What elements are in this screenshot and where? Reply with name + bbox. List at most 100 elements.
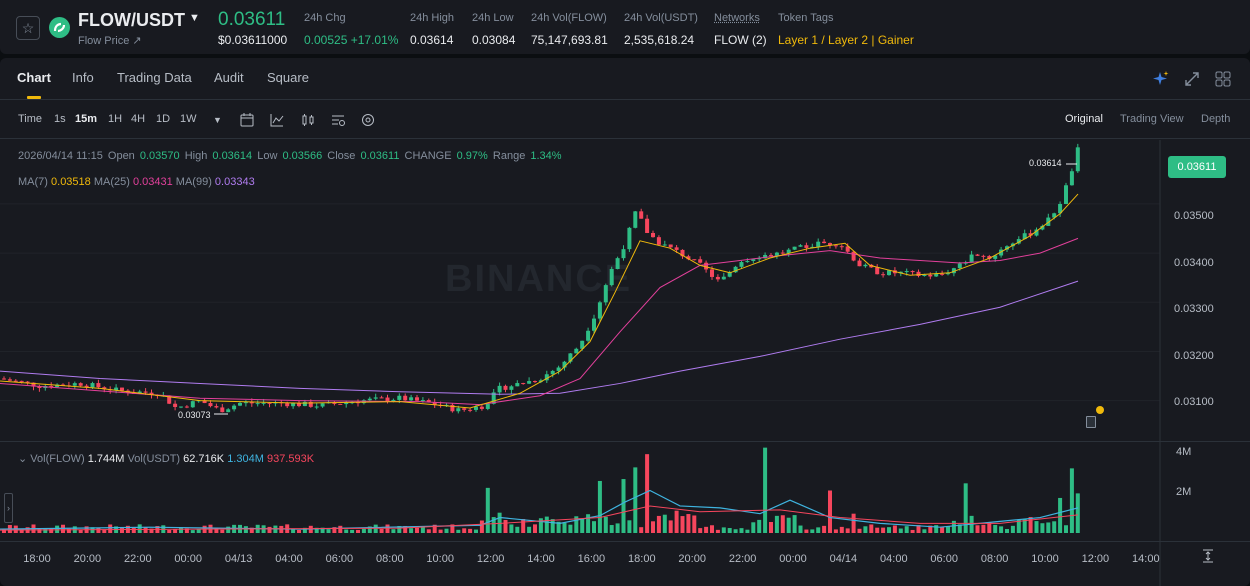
volume-bar [586, 514, 591, 533]
divider [0, 99, 1250, 100]
candle-body [243, 402, 248, 404]
candle-body [114, 387, 119, 391]
pair-name[interactable]: FLOW/USDT [78, 10, 185, 30]
candle-body [373, 397, 378, 399]
settings-gear-icon[interactable] [360, 112, 376, 128]
tab-trading-data[interactable]: Trading Data [117, 70, 192, 85]
price-chart[interactable] [0, 58, 1250, 586]
candle-body [78, 383, 83, 386]
candle-body [1069, 171, 1074, 186]
ai-sparkle-icon[interactable] [1152, 70, 1170, 88]
view-depth[interactable]: Depth [1201, 113, 1231, 125]
volume-bar [780, 515, 785, 533]
note-icon[interactable] [1086, 416, 1096, 428]
view-trading-view[interactable]: Trading View [1120, 113, 1184, 125]
candle-body [462, 408, 467, 410]
stat-token-tags-value[interactable]: Layer 1 / Layer 2 | Gainer [778, 33, 914, 47]
axis-reset-icon[interactable] [1200, 548, 1216, 564]
candle-body [527, 381, 532, 384]
candle-body [468, 409, 473, 411]
x-tick: 12:00 [476, 553, 505, 565]
tf-1s[interactable]: 1s [54, 113, 66, 125]
candle-body [1005, 246, 1009, 250]
candle-body [780, 252, 785, 254]
tf-more-caret-icon[interactable]: ▼ [213, 115, 222, 125]
candle-body [609, 269, 614, 286]
volume-bar [993, 524, 998, 533]
volume-bar [839, 526, 844, 533]
volume-bar [892, 525, 897, 533]
volume-bar [810, 529, 815, 533]
candle-body [25, 381, 30, 383]
candle-body [969, 254, 974, 263]
candle-body [822, 241, 827, 244]
volume-bar [869, 524, 874, 533]
candle-body [851, 251, 856, 261]
candle-body [7, 379, 12, 381]
tf-4h[interactable]: 4H [131, 113, 146, 125]
volume-bar [214, 528, 219, 533]
tf-time[interactable]: Time [18, 113, 43, 125]
volume-bar [190, 530, 195, 533]
tf-1h[interactable]: 1H [108, 113, 123, 125]
divider [0, 441, 1250, 442]
candle-body [710, 269, 714, 277]
candle-body [90, 383, 95, 388]
candle-body [698, 259, 703, 263]
caret-down-icon[interactable]: ▼ [189, 12, 200, 24]
stat-networks-label[interactable]: Networks [714, 12, 760, 24]
tab-chart[interactable]: Chart [17, 70, 51, 85]
volume-bar [1052, 521, 1057, 533]
volume-bar [1058, 497, 1063, 533]
candle-body [426, 400, 431, 403]
volume-bar [550, 519, 555, 533]
volume-bar [763, 447, 768, 533]
volume-bar [934, 525, 939, 533]
tf-1d[interactable]: 1D [156, 113, 171, 125]
volume-bar [509, 524, 514, 533]
volume-bar [474, 529, 478, 533]
tf-15m[interactable]: 15m [75, 113, 98, 125]
layout-grid-icon[interactable] [1214, 70, 1232, 88]
volume-bar [432, 524, 437, 533]
candle-body [503, 385, 508, 390]
volume-bar [361, 528, 366, 533]
volume-bar [904, 526, 909, 533]
flow-price-link[interactable]: Flow Price ↗ [78, 35, 142, 47]
candle-body [208, 403, 213, 407]
candle-body [1075, 147, 1080, 172]
notification-dot[interactable] [1096, 406, 1104, 414]
star-icon[interactable]: ☆ [16, 16, 40, 40]
indicator-chart-icon[interactable] [269, 112, 285, 128]
candle-body [432, 402, 437, 405]
tab-square[interactable]: Square [267, 70, 309, 85]
stat-networks-value[interactable]: FLOW (2) [714, 33, 767, 47]
y-tick: 0.03300 [1174, 303, 1214, 315]
candle-body [975, 254, 980, 256]
x-tick: 14:00 [527, 553, 555, 565]
volume-bar [715, 529, 720, 533]
chart-settings-icon[interactable] [330, 112, 346, 128]
candle-body [338, 403, 343, 405]
fullscreen-icon[interactable] [1183, 70, 1201, 88]
volume-bar [757, 519, 762, 533]
candle-body [420, 400, 425, 402]
x-tick: 08:00 [980, 553, 1009, 565]
expand-handle-icon[interactable]: › [4, 493, 13, 523]
candle-body [249, 402, 254, 404]
volume-bar [521, 518, 526, 533]
calendar-icon[interactable] [239, 112, 255, 128]
candle-body [302, 401, 307, 407]
x-tick: 14:00 [1132, 553, 1160, 565]
candle-type-icon[interactable] [300, 112, 316, 128]
tab-audit[interactable]: Audit [214, 70, 244, 85]
tf-1w[interactable]: 1W [180, 113, 197, 125]
view-original[interactable]: Original [1065, 113, 1103, 125]
volume-bar [108, 524, 113, 533]
candle-body [692, 259, 697, 261]
vol-tick: 2M [1176, 486, 1192, 498]
last-price: 0.03611 [218, 9, 286, 30]
tab-info[interactable]: Info [72, 70, 94, 85]
divider [0, 138, 1250, 139]
volume-bar [96, 527, 101, 533]
